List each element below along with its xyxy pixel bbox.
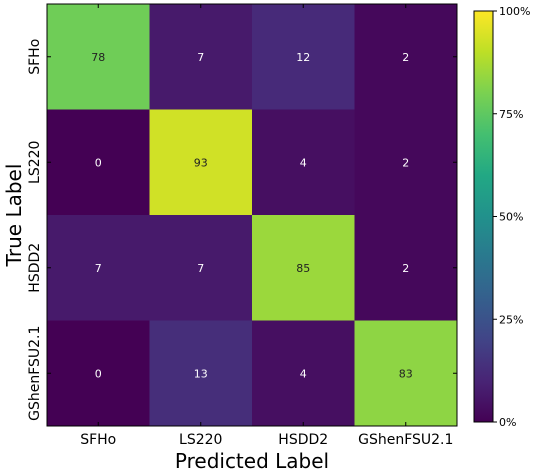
cell-value-label: 2 — [402, 51, 409, 64]
cell-value-label: 7 — [197, 51, 204, 64]
cell-value-label: 13 — [194, 367, 208, 380]
cell-value-label: 85 — [296, 262, 310, 275]
heatmap-cell — [47, 320, 150, 427]
heatmap-cell — [149, 109, 253, 216]
y-axis-label: True Label — [2, 164, 26, 268]
x-tick-label: GShenFSU2.1 — [358, 432, 453, 448]
x-tick-label: LS220 — [179, 432, 222, 448]
cell-value-label: 4 — [300, 156, 307, 169]
cell-value-label: 83 — [399, 367, 413, 380]
cell-value-label: 2 — [402, 156, 409, 169]
colorbar-ticks: 0% 25% 50% 75% 100% — [493, 5, 530, 429]
colorbar-tick-label: 50% — [499, 211, 523, 224]
heatmap-cell — [149, 320, 253, 427]
cell-value-label: 0 — [95, 367, 102, 380]
heatmap-cell-labels: 78 7 12 2 0 93 4 2 7 7 85 2 0 13 4 83 — [91, 51, 413, 381]
x-axis-label: Predicted Label — [175, 449, 329, 473]
cell-value-label: 7 — [95, 262, 102, 275]
y-tick-label: GShenFSU2.1 — [27, 326, 43, 421]
heatmap-cell — [47, 215, 150, 321]
heatmap-cell — [47, 109, 150, 216]
heatmap-cell — [252, 215, 355, 321]
cell-value-label: 2 — [402, 262, 409, 275]
colorbar-tick-label: 75% — [499, 108, 523, 121]
y-axis-ticks: SFHo LS220 HSDD2 GShenFSU2.1 — [27, 39, 457, 421]
heatmap-cells — [47, 4, 458, 427]
cell-value-label: 4 — [300, 367, 307, 380]
heatmap-cell — [252, 4, 355, 110]
heatmap-cell — [149, 4, 253, 110]
x-tick-label: HSDD2 — [278, 432, 328, 448]
colorbar — [473, 10, 494, 423]
y-tick-label: LS220 — [27, 141, 43, 184]
cell-value-label: 93 — [194, 156, 208, 169]
heatmap-cell — [354, 109, 458, 216]
cell-value-label: 7 — [197, 262, 204, 275]
heatmap-cell — [47, 4, 150, 110]
cell-value-label: 0 — [95, 156, 102, 169]
heatmap-cell — [354, 215, 458, 321]
heatmap-cell — [252, 320, 355, 427]
cell-value-label: 78 — [91, 51, 105, 64]
heatmap-cell — [354, 4, 458, 110]
colorbar-tick-label: 100% — [499, 5, 530, 18]
x-tick-label: SFHo — [80, 432, 116, 448]
colorbar-tick-label: 0% — [499, 416, 516, 429]
x-axis-ticks: SFHo LS220 HSDD2 GShenFSU2.1 — [80, 4, 453, 448]
colorbar-tick-label: 25% — [499, 313, 523, 326]
y-tick-label: HSDD2 — [27, 243, 43, 293]
heatmap-cell — [252, 109, 355, 216]
plot-frame — [46, 3, 458, 427]
heatmap-cell — [354, 320, 458, 427]
heatmap-cell — [149, 215, 253, 321]
y-tick-label: SFHo — [27, 39, 43, 75]
cell-value-label: 12 — [296, 51, 310, 64]
